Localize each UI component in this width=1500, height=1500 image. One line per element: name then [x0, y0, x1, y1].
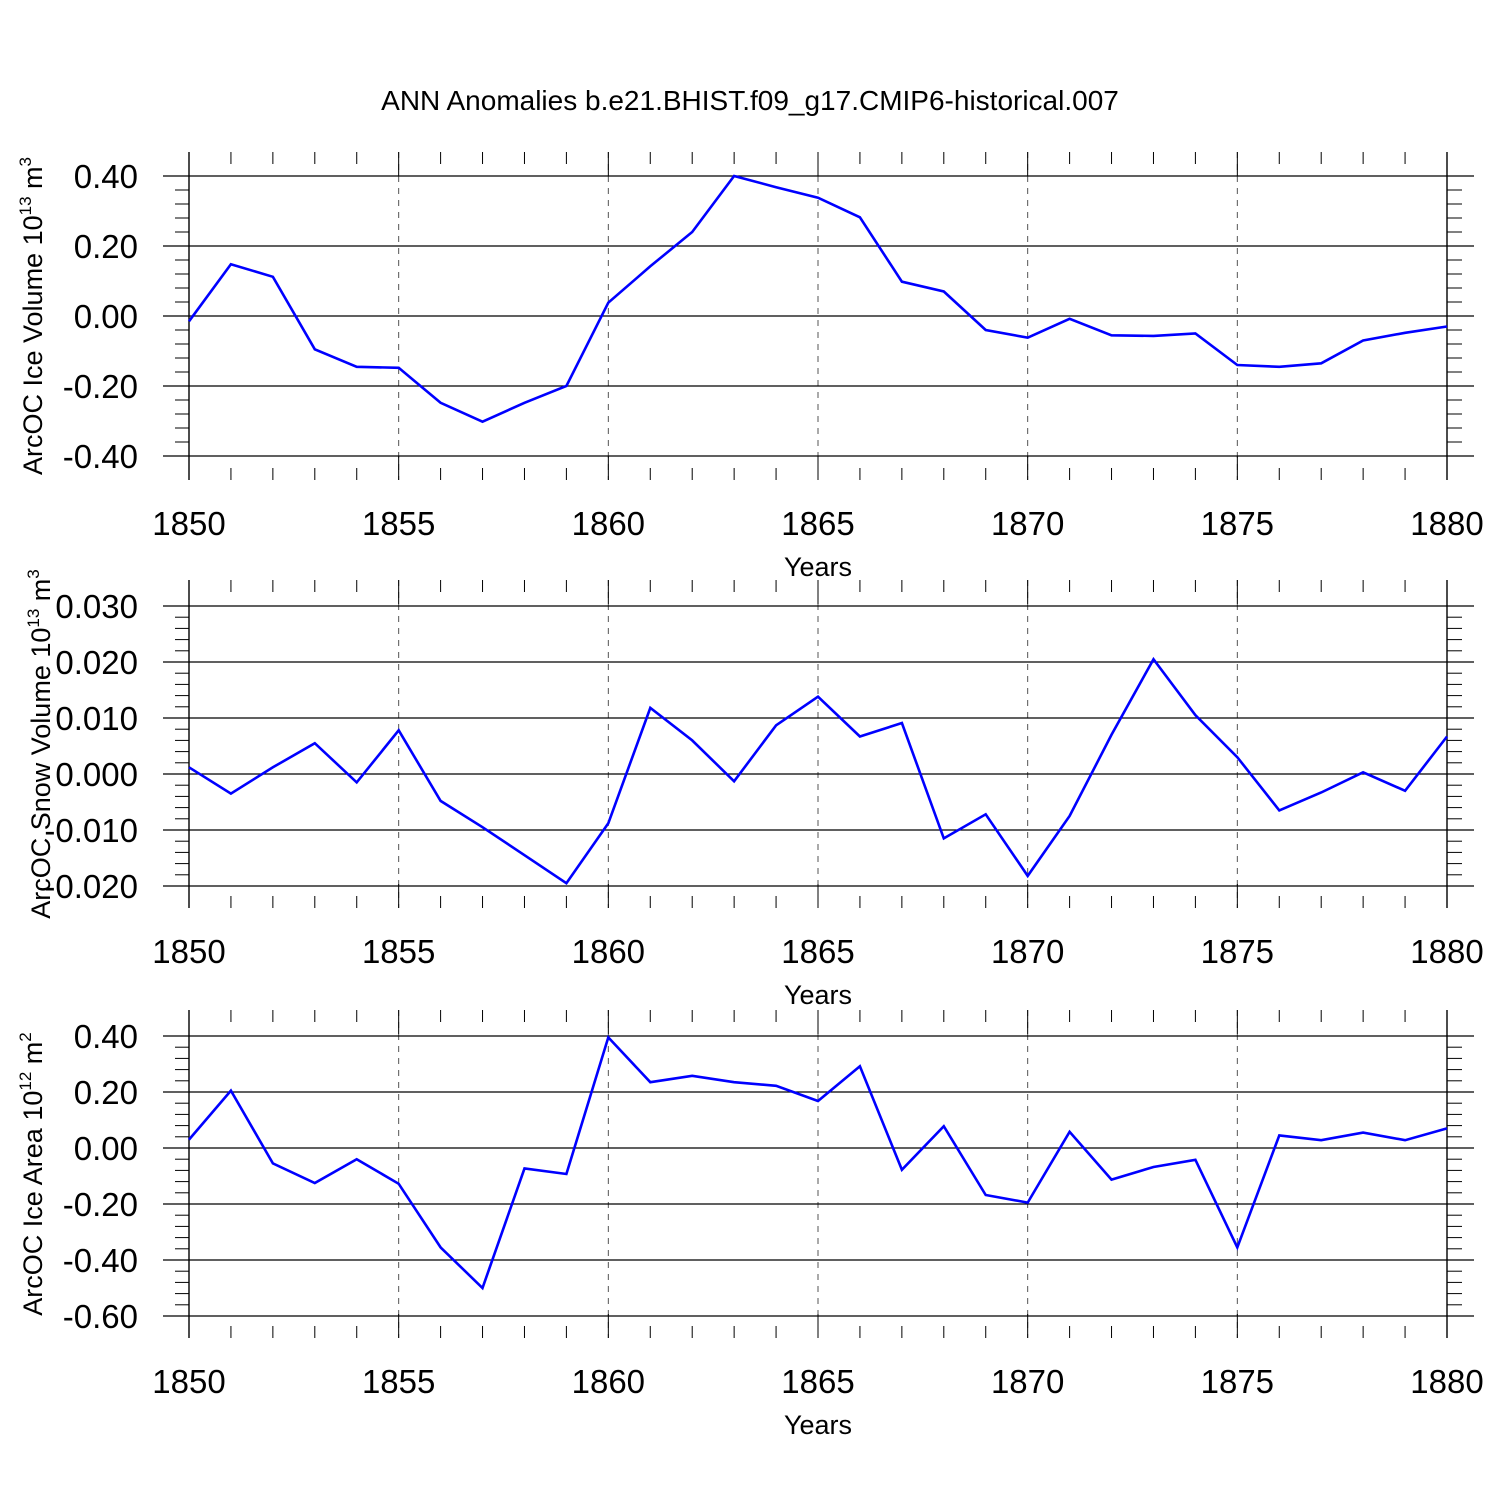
- x-tick-label: 1850: [152, 1363, 225, 1400]
- y-axis-title: ArcOC Ice Area 1012 m2: [16, 1032, 48, 1316]
- y-tick-label: 0.020: [55, 644, 138, 681]
- x-tick-label: 1865: [781, 933, 854, 970]
- x-tick-label: 1860: [572, 1363, 645, 1400]
- x-tick-label: 1865: [781, 1363, 854, 1400]
- y-tick-label: -0.40: [63, 438, 138, 475]
- series-line: [188, 1034, 1448, 1291]
- x-tick-label: 1860: [572, 933, 645, 970]
- y-tick-label: -0.60: [63, 1298, 138, 1335]
- panel-1: -0.40 -0.20 0.00 0.20 0.40 1850 1855 1860 1865 18…: [16, 152, 1484, 582]
- series-line: [188, 656, 1449, 885]
- panel-3: -0.60 -0.40 -0.20 0.00 0.20 0.40 1850 1855 1860 1…: [16, 1010, 1484, 1440]
- figure-title: ANN Anomalies b.e21.BHIST.f09_g17.CMIP6-…: [381, 85, 1119, 116]
- x-tick-label: 1855: [362, 1363, 435, 1400]
- x-tick-label: 1870: [991, 505, 1064, 542]
- x-tick-label: 1855: [362, 505, 435, 542]
- x-tick-label: 1860: [572, 505, 645, 542]
- x-axis-title: Years: [784, 980, 852, 1010]
- y-tick-label: 0.00: [74, 1130, 138, 1167]
- x-tick-label: 1880: [1410, 1363, 1483, 1400]
- y-tick-label: 0.010: [55, 700, 138, 737]
- y-tick-label: -0.20: [63, 368, 138, 405]
- x-tick-label: 1870: [991, 933, 1064, 970]
- y-tick-label: -0.20: [63, 1186, 138, 1223]
- x-tick-label: 1850: [152, 933, 225, 970]
- y-tick-label: 0.030: [55, 588, 138, 625]
- y-tick-label: 0.20: [74, 228, 138, 265]
- x-tick-label: 1865: [781, 505, 854, 542]
- x-tick-label: 1880: [1410, 505, 1483, 542]
- x-tick-label: 1880: [1410, 933, 1483, 970]
- y-tick-label: -0.010: [44, 812, 138, 849]
- panels-group: -0.40 -0.20 0.00 0.20 0.40 1850 1855 1860 1865 18…: [16, 152, 1484, 1440]
- x-tick-label: 1850: [152, 505, 225, 542]
- x-tick-label: 1875: [1201, 505, 1274, 542]
- y-axis-title: ArcOC Snow Volume 1013 m3: [24, 569, 56, 919]
- x-tick-label: 1855: [362, 933, 435, 970]
- y-tick-label: 0.40: [74, 158, 138, 195]
- x-tick-label: 1875: [1201, 1363, 1274, 1400]
- series-line: [187, 174, 1448, 424]
- y-tick-label: 0.20: [74, 1074, 138, 1111]
- y-axis-title: ArcOC Ice Volume 1013 m3: [16, 157, 48, 475]
- y-tick-label: -0.020: [44, 868, 138, 905]
- y-tick-label: -0.40: [63, 1242, 138, 1279]
- x-axis-title: Years: [784, 552, 852, 582]
- y-tick-label: 0.000: [55, 756, 138, 793]
- y-tick-label: 0.40: [74, 1018, 138, 1055]
- x-axis-title: Years: [784, 1410, 852, 1440]
- x-tick-label: 1875: [1201, 933, 1274, 970]
- panel-2: -0.020 -0.010 0.000 0.010 0.020 0.030 1850 1855…: [24, 569, 1484, 1010]
- y-tick-label: 0.00: [74, 298, 138, 335]
- x-tick-label: 1870: [991, 1363, 1064, 1400]
